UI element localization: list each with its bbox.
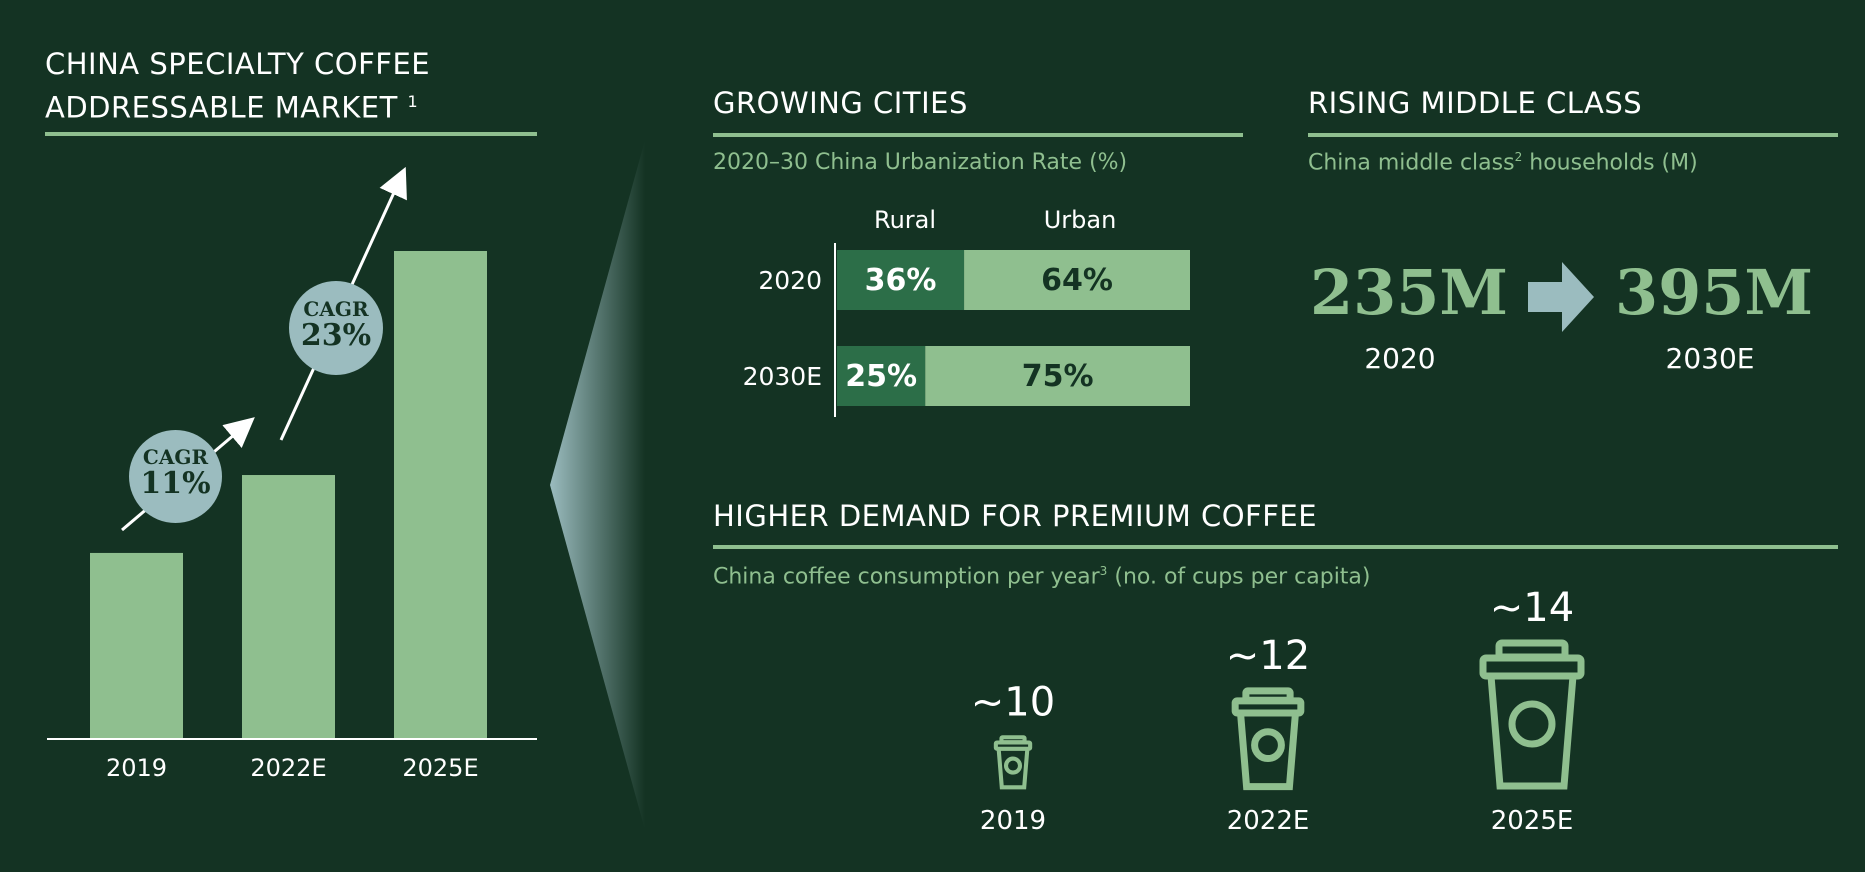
urban-bar-label: 75%: [1022, 359, 1094, 394]
market-tick-label: 2025E: [402, 754, 478, 782]
demand-title-rule: [713, 545, 1838, 549]
urban-bar-rural-2030E: [837, 346, 926, 406]
cagr-badge-2: CAGR 23%: [289, 281, 383, 375]
demand-subtitle: China coffee consumption per year3 (no. …: [713, 564, 1371, 590]
market-bar-2022E: [242, 475, 335, 738]
market-bar-chart: 2019 2022E 2025E: [47, 166, 537, 782]
market-title-rule: [45, 132, 537, 136]
cagr-badge-1-label: CAGR: [142, 445, 209, 469]
urbanization-chart: Rural Urban 36% 64% 2020 25% 75% 2030E: [743, 206, 1190, 417]
market-title-line2: ADDRESSABLE MARKET 1: [45, 90, 419, 125]
market-tick-label: 2019: [106, 754, 167, 782]
households-2030-value: 395M: [1615, 256, 1814, 329]
middle-class-subtitle: China middle class2 households (M): [1308, 150, 1698, 176]
cups-year-label: 2022E: [1227, 806, 1310, 836]
footnote-3: 3: [1099, 564, 1108, 578]
market-title-line1: CHINA SPECIALTY COFFEE: [45, 47, 431, 81]
urban-bar-label: 36%: [865, 263, 937, 298]
market-tick-label: 2022E: [250, 754, 326, 782]
urban-row-label: 2030E: [743, 362, 822, 391]
connector-wedge: [550, 140, 645, 830]
cups-value-label: ~10: [971, 679, 1055, 725]
urban-bar-urban-2030E: [925, 346, 1190, 406]
column-header-rural: Rural: [874, 206, 936, 234]
coffee-cup-icon: [1479, 639, 1585, 790]
market-bar-2019: [90, 552, 183, 738]
urban-bar-label: 64%: [1041, 263, 1113, 298]
cagr-badge-1: CAGR 11%: [129, 430, 222, 523]
market-bar-2025E: [394, 251, 487, 738]
cagr-badge-2-value: 23%: [300, 318, 372, 353]
coffee-cup-icon: [1231, 687, 1305, 791]
cups-value-label: ~14: [1490, 585, 1574, 631]
cups-year-label: 2025E: [1491, 806, 1574, 836]
cagr-badge-1-value: 11%: [140, 466, 211, 501]
households-2030-year: 2030E: [1665, 342, 1755, 375]
demand-title: HIGHER DEMAND FOR PREMIUM COFFEE: [713, 499, 1318, 533]
households-2020-year: 2020: [1364, 342, 1436, 375]
column-header-urban: Urban: [1044, 206, 1117, 234]
cities-subtitle: 2020–30 China Urbanization Rate (%): [713, 150, 1128, 175]
footnote-2: 2: [1514, 150, 1523, 164]
urban-row-label: 2020: [758, 266, 822, 295]
cagr-badge-2-label: CAGR: [303, 297, 369, 321]
market-title: CHINA SPECIALTY COFFEE ADDRESSABLE MARKE…: [45, 45, 430, 127]
urban-bar-urban-2020: [964, 250, 1190, 310]
cups-year-label: 2019: [980, 806, 1046, 836]
footnote-1: 1: [407, 92, 419, 111]
middle-class-title: RISING MIDDLE CLASS: [1308, 86, 1643, 120]
households-2020-value: 235M: [1310, 256, 1509, 329]
urban-bar-label: 25%: [845, 359, 917, 394]
cups-value-label: ~12: [1226, 633, 1310, 679]
urban-bar-rural-2020: [837, 250, 965, 310]
coffee-consumption-chart: ~10 2019 ~12 2022E ~14 2025E: [971, 585, 1585, 836]
right-arrow-icon: [1528, 262, 1594, 332]
coffee-cup-icon: [993, 735, 1033, 790]
cities-title: GROWING CITIES: [713, 86, 968, 120]
middle-class-title-rule: [1308, 133, 1838, 137]
cities-title-rule: [713, 133, 1243, 137]
